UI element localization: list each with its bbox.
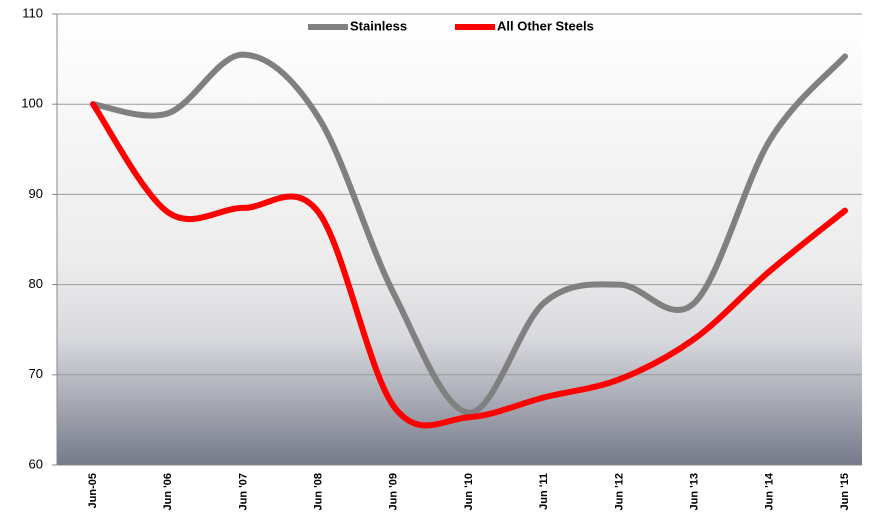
- x-tick-label: Jun '09: [388, 473, 400, 510]
- y-tick-label: 60: [29, 456, 43, 471]
- legend-label: All Other Steels: [497, 18, 594, 33]
- x-tick-label: Jun '08: [313, 473, 325, 510]
- plot-area: [57, 14, 862, 465]
- x-tick-label: Jun '07: [237, 473, 249, 510]
- y-tick-label: 100: [21, 96, 43, 111]
- x-tick-label: Jun '12: [613, 473, 625, 510]
- y-tick-label: 110: [22, 5, 43, 20]
- x-tick-label: Jun '10: [463, 473, 475, 510]
- x-tick-label: Jun '15: [839, 473, 851, 510]
- series-line: [90, 101, 848, 429]
- y-tick-label: 80: [29, 276, 43, 291]
- x-tick-label: Jun '14: [764, 472, 776, 510]
- x-tick-label: Jun '11: [538, 473, 550, 510]
- series-line: [90, 51, 848, 416]
- y-tick-label: 90: [29, 186, 43, 201]
- x-tick-label: Jun '13: [689, 473, 701, 510]
- x-tick-label: Jun '06: [162, 473, 174, 510]
- x-tick-label: Jun-05: [87, 473, 99, 508]
- y-tick-label: 70: [29, 366, 43, 381]
- legend-label: Stainless: [350, 18, 407, 33]
